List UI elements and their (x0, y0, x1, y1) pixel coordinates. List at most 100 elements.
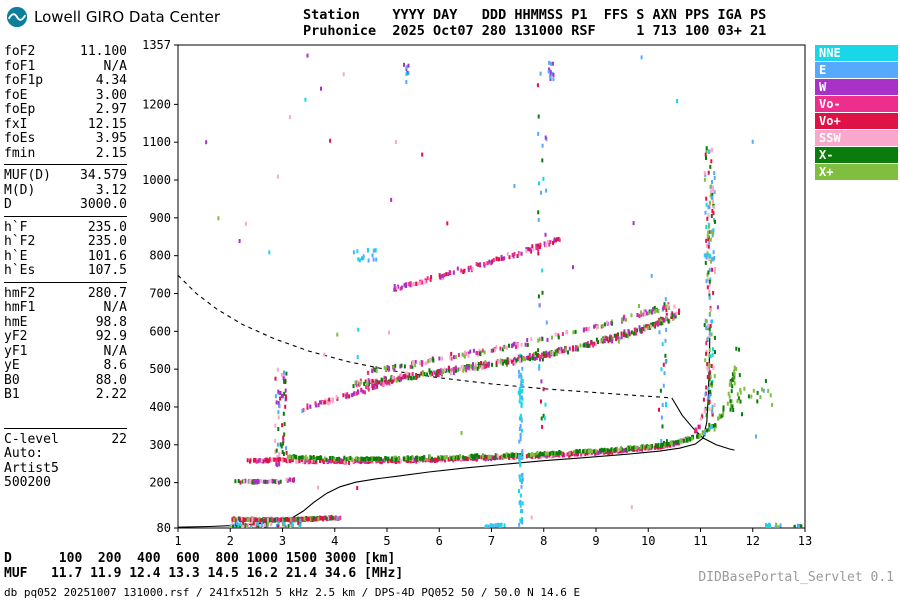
legend-item-nne: NNE (815, 45, 898, 61)
param-row-b0: B0 88.0 (4, 373, 127, 388)
param-label: foF2 (4, 44, 36, 59)
param-value: 3.95 (95, 131, 127, 146)
station-header: Station YYYY DAY DDD HHMMSS P1 FFS S AXN… (303, 7, 766, 39)
legend-item-x-: X+ (815, 164, 898, 180)
param-label: hmF1 (4, 300, 36, 315)
param-row-fmin: fmin 2.15 (4, 146, 127, 161)
y-tick-label: 500 (149, 362, 171, 376)
param-label: yF2 (4, 329, 28, 344)
scatter-series-second-hop-upper (366, 302, 676, 375)
param-label: fxI (4, 116, 28, 132)
scatter-series-x-tail-green (728, 369, 746, 417)
param-row-d: D 3000.0 (4, 197, 127, 212)
param-row-hmf1: hmF1 N/A (4, 300, 127, 315)
autoscaler-line: Auto: (4, 446, 44, 461)
x-tick-label: 1 (174, 534, 181, 548)
y-tick-label: 800 (149, 249, 171, 263)
param-value: N/A (103, 300, 127, 315)
param-row-fof1: foF1 N/A (4, 59, 127, 74)
x-tick-label: 11 (693, 534, 707, 548)
param-row-hme: hmE 98.8 (4, 315, 127, 330)
direction-legend: NNE E W Vo- Vo+ SSW X- X+ (815, 45, 898, 181)
param-value: 98.8 (95, 314, 127, 330)
param-value: 235.0 (87, 219, 127, 235)
param-label: C-level (4, 431, 59, 447)
x-tick-label: 3 (279, 534, 286, 548)
param-value: 101.6 (87, 248, 127, 264)
param-row-foes: foEs 3.95 (4, 131, 127, 146)
param-value: 280.7 (87, 285, 127, 301)
param-value: 8.6 (103, 358, 127, 373)
curve-muf-tangent (671, 397, 735, 451)
param-value: 2.97 (95, 102, 127, 117)
param-label: MUF(D) (4, 168, 51, 183)
param-row-foe: foE 3.00 (4, 88, 127, 103)
param-label: foEp (4, 102, 36, 117)
param-value: 3.12 (95, 182, 127, 198)
y-tick-label: 700 (149, 286, 171, 300)
scatter-series-fcrit-spread-column (703, 146, 717, 436)
curve-muf3000-transmission (178, 274, 672, 399)
divider (4, 427, 127, 429)
x-tick-label: 8 (540, 534, 547, 548)
param-label: yE (4, 358, 20, 373)
scatter-series-rfi-line-7-5 (517, 353, 524, 527)
scatter-series-sparse-noise (205, 53, 765, 520)
x-tick-label: 6 (436, 534, 443, 548)
scatter-series-oblique-band (302, 371, 409, 413)
param-row-ye: yE 8.6 (4, 358, 127, 373)
param-row-c-level: C-level 22 (4, 432, 127, 447)
param-row-fxi: fxI 12.15 (4, 117, 127, 132)
x-tick-label: 5 (383, 534, 390, 548)
y-tick-label: 600 (149, 324, 171, 338)
param-value: N/A (103, 343, 127, 359)
brand-title: Lowell GIRO Data Center (34, 8, 220, 26)
param-row-hmf2: hmF2 280.7 (4, 286, 127, 301)
param-row-fof1p: foF1p 4.34 (4, 73, 127, 88)
param-value: 11.100 (80, 44, 127, 59)
x-tick-label: 4 (331, 534, 338, 548)
autoscaler-line: Artist5 (4, 460, 59, 476)
scatter-series-f-trace-x (286, 346, 740, 462)
param-label: h`F2 (4, 234, 36, 249)
param-row-h-es: h`Es 107.5 (4, 263, 127, 278)
legend-item-vo-: Vo- (815, 96, 898, 112)
y-tick-label: 900 (149, 211, 171, 225)
param-row-foep: foEp 2.97 (4, 102, 127, 117)
legend-item-e: E (815, 62, 898, 78)
param-label: foF1p (4, 73, 44, 88)
parameter-panel: foF2 11.100 foF1 N/A foF1p 4.34 foE 3.00 foEp 2.9… (4, 44, 127, 490)
param-label: foE (4, 87, 28, 103)
legend-item-ssw: SSW (815, 130, 898, 146)
scatter-series-blue-patch-800 (352, 247, 378, 263)
scatter-series-bottom-right-edge (793, 523, 803, 528)
divider (4, 164, 127, 165)
param-value: N/A (103, 58, 127, 74)
x-tick-label: 7 (488, 534, 495, 548)
param-label: M(D) (4, 182, 36, 198)
y-tick-label: 200 (149, 476, 171, 490)
x-tick-label: 2 (227, 534, 234, 548)
param-label: D (4, 197, 12, 212)
y-tick-label: 300 (149, 438, 171, 452)
param-value: 2.22 (95, 387, 127, 402)
param-label: h`E (4, 248, 28, 264)
divider (4, 281, 127, 283)
scatter-series-green-dots-12 (747, 379, 774, 407)
param-value: 3000.0 (80, 197, 127, 212)
station-header-values: Pruhonice 2025 Oct07 280 131000 RSF 1 71… (303, 23, 767, 39)
brand: Lowell GIRO Data Center (6, 6, 220, 28)
param-row-fof2: foF2 11.100 (4, 44, 127, 59)
y-tick-label: 1100 (142, 135, 171, 149)
param-label: foF1 (4, 58, 36, 74)
y-tick-label: 1000 (142, 173, 171, 187)
scatter-series-es-second-hop (234, 477, 296, 485)
y-tick-label: 1200 (142, 97, 171, 111)
param-value: 3.00 (95, 87, 127, 103)
scatter-series-cyan-bottom-12-4 (765, 522, 782, 528)
param-row-h-f: h`F 235.0 (4, 220, 127, 235)
param-label: hmE (4, 314, 28, 330)
param-value: 235.0 (87, 234, 127, 249)
servlet-version: DIDBasePortal_Servlet 0.1 (698, 570, 894, 585)
param-value: 22 (111, 431, 127, 447)
